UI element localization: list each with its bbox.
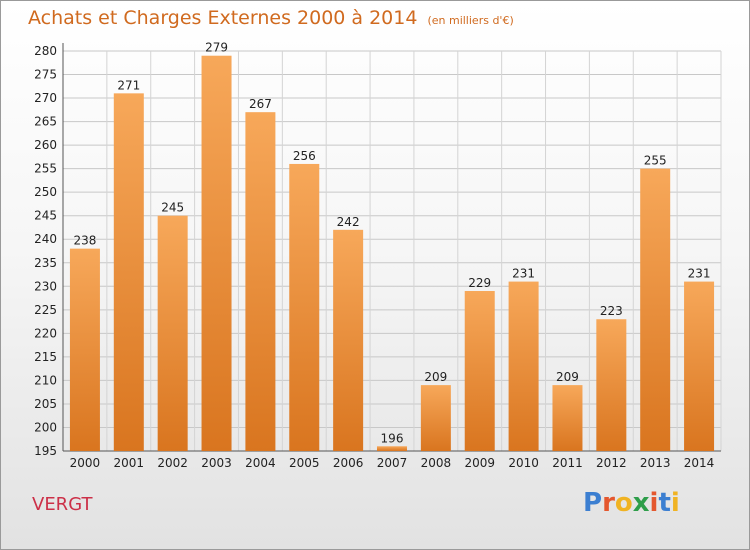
y-tick-label: 235 xyxy=(34,256,57,270)
bar xyxy=(289,163,320,452)
value-label: 245 xyxy=(161,201,184,215)
bar xyxy=(684,281,715,451)
bar xyxy=(640,168,671,451)
value-label: 267 xyxy=(249,97,272,111)
logo-letter: x xyxy=(632,488,650,518)
x-tick-label: 2011 xyxy=(552,456,583,470)
y-tick-label: 240 xyxy=(34,232,57,246)
x-tick-label: 2008 xyxy=(421,456,452,470)
x-tick-label: 2009 xyxy=(464,456,495,470)
bar xyxy=(245,112,276,452)
y-tick-label: 210 xyxy=(34,373,57,387)
y-tick-label: 255 xyxy=(34,162,57,176)
place-name: VERGT xyxy=(32,494,93,515)
y-tick-label: 260 xyxy=(34,138,57,152)
x-tick-label: 2003 xyxy=(201,456,232,470)
title-unit: (en milliers d'€) xyxy=(427,14,514,27)
y-tick-label: 245 xyxy=(34,209,57,223)
value-label: 223 xyxy=(600,304,623,318)
value-label: 256 xyxy=(293,149,316,163)
x-tick-label: 2012 xyxy=(596,456,627,470)
x-tick-label: 2005 xyxy=(289,456,320,470)
proxiti-logo: Proxiti xyxy=(583,488,680,518)
y-tick-label: 265 xyxy=(34,115,57,129)
y-tick-label: 280 xyxy=(34,44,57,58)
y-tick-label: 220 xyxy=(34,326,57,340)
bar xyxy=(420,385,451,451)
title-text: Achats et Charges Externes 2000 à 2014 xyxy=(28,7,418,29)
value-label: 196 xyxy=(381,431,404,445)
x-tick-label: 2014 xyxy=(684,456,715,470)
y-tick-label: 275 xyxy=(34,68,57,82)
x-tick-label: 2010 xyxy=(508,456,539,470)
logo-letter: P xyxy=(583,488,603,518)
bar xyxy=(596,319,627,451)
y-tick-label: 225 xyxy=(34,303,57,317)
bar xyxy=(69,248,100,451)
logo-letter: r xyxy=(602,488,615,518)
value-label: 229 xyxy=(468,276,491,290)
bars xyxy=(69,55,715,452)
bar xyxy=(464,291,495,451)
bar xyxy=(201,55,232,452)
bar xyxy=(157,215,188,451)
chart-title: Achats et Charges Externes 2000 à 2014 (e… xyxy=(28,7,514,29)
bar xyxy=(552,385,583,451)
logo-letter: o xyxy=(614,488,633,518)
y-tick-label: 195 xyxy=(34,444,57,458)
y-tick-label: 270 xyxy=(34,91,57,105)
y-tick-label: 250 xyxy=(34,185,57,199)
x-tick-label: 2001 xyxy=(114,456,145,470)
x-tick-label: 2004 xyxy=(245,456,276,470)
bar xyxy=(333,229,364,451)
value-label: 209 xyxy=(424,370,447,384)
logo-letter: i xyxy=(649,488,659,518)
x-tick-label: 2007 xyxy=(377,456,408,470)
bar xyxy=(508,281,539,451)
value-label: 209 xyxy=(556,370,579,384)
y-tick-label: 205 xyxy=(34,397,57,411)
value-label: 271 xyxy=(117,78,140,92)
data-labels: 238 271 245 279 267 256 242 196 209 229 231 209 223 2… xyxy=(73,41,710,446)
value-label: 238 xyxy=(73,234,96,248)
bar xyxy=(113,93,144,452)
logo-letter: i xyxy=(670,488,680,518)
x-tick-label: 2000 xyxy=(70,456,101,470)
value-label: 231 xyxy=(688,267,711,281)
value-label: 242 xyxy=(337,215,360,229)
value-label: 255 xyxy=(644,154,667,168)
x-tick-label: 2002 xyxy=(157,456,188,470)
logo-letter: t xyxy=(658,488,671,518)
value-label: 231 xyxy=(512,267,535,281)
y-tick-label: 230 xyxy=(34,279,57,293)
bar xyxy=(377,446,407,451)
x-tick-label: 2013 xyxy=(640,456,671,470)
y-tick-label: 200 xyxy=(34,420,57,434)
value-label: 279 xyxy=(205,41,228,55)
y-tick-label: 215 xyxy=(34,350,57,364)
x-tick-label: 2006 xyxy=(333,456,364,470)
